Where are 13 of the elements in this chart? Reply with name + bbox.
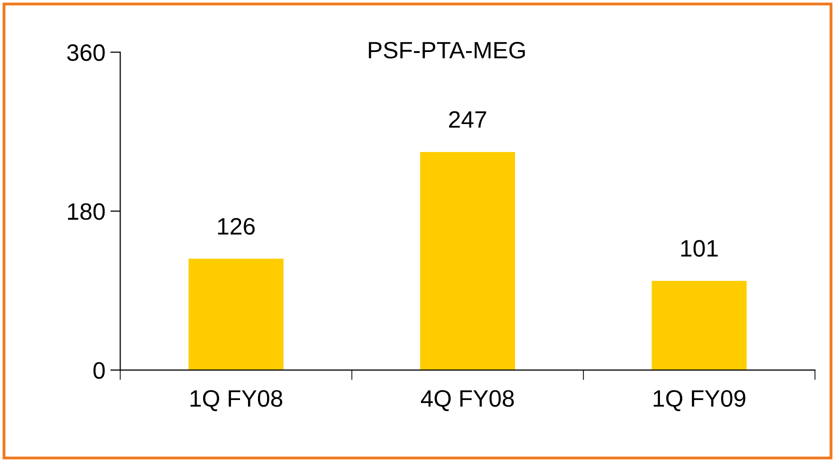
x-tick-label: 4Q FY08 [420, 390, 514, 412]
chart-title: PSF-PTA-MEG [368, 42, 525, 59]
x-tick-label: 1Q FY08 [190, 390, 282, 412]
data-label: 101 [681, 240, 718, 257]
y-tick-label: 0 [93, 362, 105, 379]
bar [188, 258, 284, 370]
bar [652, 280, 747, 370]
y-tick-label: 180 [68, 203, 105, 220]
x-tick-label: 1Q FY09 [654, 390, 746, 412]
y-tick-label: 360 [67, 44, 105, 61]
bar [420, 152, 516, 370]
data-label: 126 [218, 218, 255, 235]
data-label: 247 [449, 111, 486, 128]
